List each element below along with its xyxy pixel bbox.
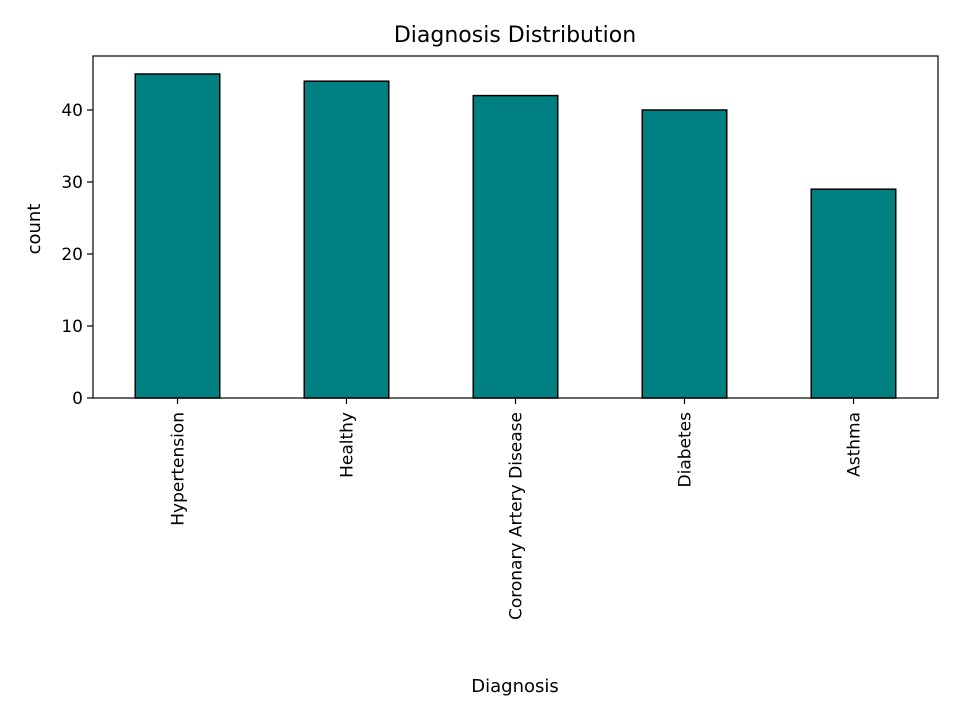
x-tick-label: Coronary Artery Disease xyxy=(507,412,527,620)
bar-coronary-artery-disease xyxy=(472,94,559,399)
bar-healthy xyxy=(303,80,390,399)
bar-diabetes xyxy=(641,109,728,399)
x-axis-label: Diagnosis xyxy=(471,676,559,697)
y-tick-label: 10 xyxy=(61,317,83,337)
bar-asthma xyxy=(810,188,897,399)
bars-group xyxy=(134,73,897,399)
y-tick-label: 20 xyxy=(61,245,83,265)
x-tick-label: Healthy xyxy=(338,412,358,478)
plot-frame xyxy=(92,55,939,399)
chart-title: Diagnosis Distribution xyxy=(394,23,636,48)
y-tick-label: 40 xyxy=(61,101,83,121)
x-tick-label: Asthma xyxy=(845,412,865,477)
bar-hypertension xyxy=(134,73,221,399)
y-tick-label: 30 xyxy=(61,173,83,193)
y-axis: 0 10 20 30 40 xyxy=(61,101,93,409)
y-tick-label: 0 xyxy=(72,389,83,409)
x-tick-label: Diabetes xyxy=(676,412,696,488)
y-axis-label: count xyxy=(24,204,45,255)
x-tick-label: Hypertension xyxy=(169,412,189,526)
x-axis: Hypertension Healthy Coronary Artery Disea… xyxy=(169,398,865,620)
